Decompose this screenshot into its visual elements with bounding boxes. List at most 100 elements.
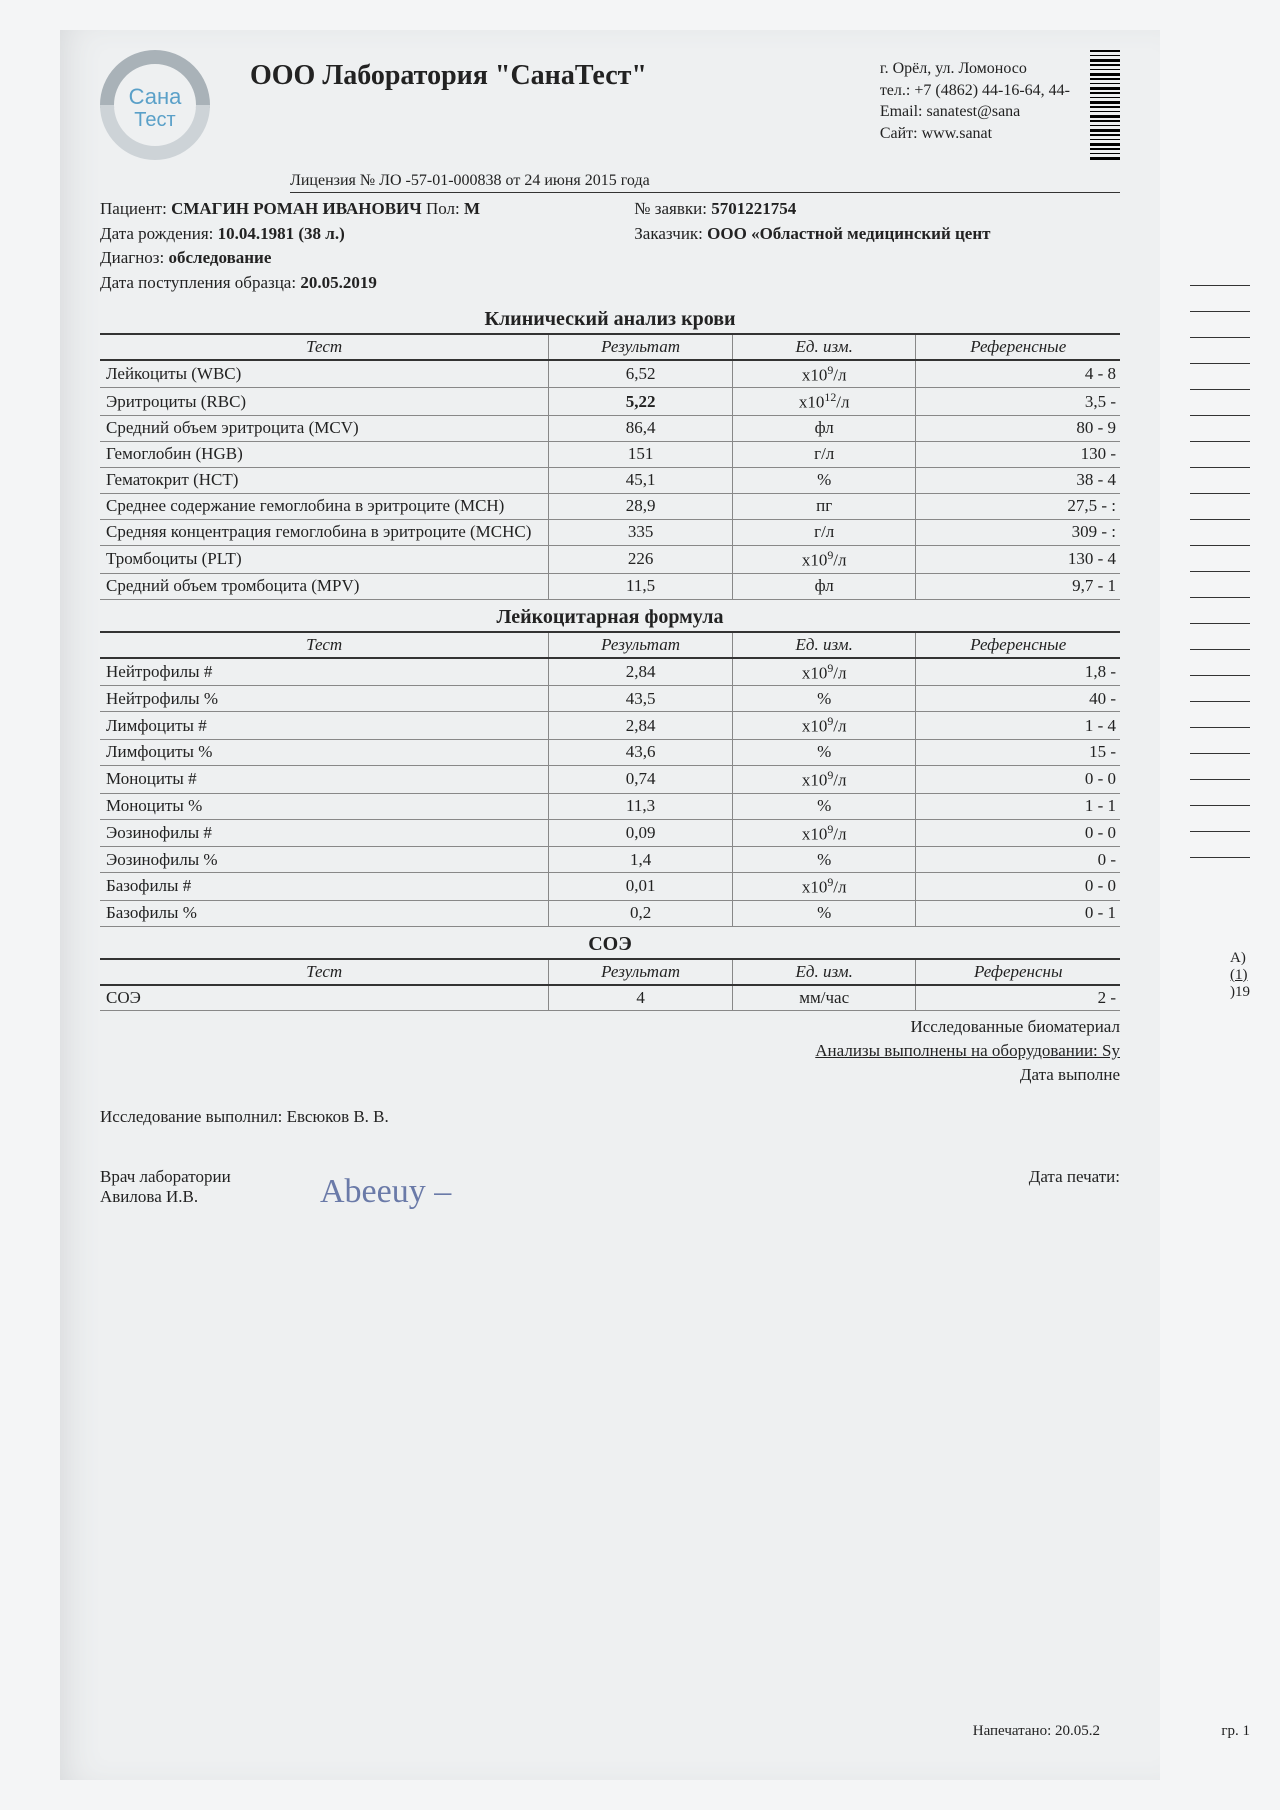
patient-label: Пациент: (100, 199, 171, 218)
contact-phone: тел.: +7 (4862) 44-16-64, 44- (880, 80, 1070, 102)
test-ref: 27,5 - : (916, 493, 1120, 519)
table-row: Гематокрит (HCT)45,1%38 - 4 (100, 467, 1120, 493)
table-row: Лейкоциты (WBC)6,52x109/л4 - 8 (100, 360, 1120, 388)
signature: Abeeuy – (320, 1173, 451, 1211)
side-tick-marks (1190, 260, 1250, 858)
col-result: Результат (549, 335, 733, 360)
table-row: Эритроциты (RBC)5,22x1012/л3,5 - (100, 388, 1120, 416)
test-unit: x109/л (732, 360, 916, 388)
col-result: Результат (549, 633, 733, 658)
test-result: 1,4 (549, 847, 733, 873)
test-unit: г/л (732, 519, 916, 545)
order-label: № заявки: (634, 199, 711, 218)
test-ref: 0 - (916, 847, 1120, 873)
test-ref: 2 - (916, 985, 1120, 1011)
test-name: Гемоглобин (HGB) (100, 441, 549, 467)
test-result: 0,01 (549, 873, 733, 901)
test-unit: % (732, 900, 916, 926)
test-result: 0,2 (549, 900, 733, 926)
test-ref: 80 - 9 (916, 415, 1120, 441)
test-ref: 0 - 0 (916, 765, 1120, 793)
test-name: Базофилы % (100, 900, 549, 926)
svg-text:Тест: Тест (134, 109, 175, 131)
client-value: ООО «Областной медицинский цент (707, 224, 990, 243)
table-row: Гемоглобин (HGB)151г/л130 - (100, 441, 1120, 467)
tail-block: Исследованные биоматериал Анализы выполн… (60, 1011, 1160, 1086)
tail-done-date: Дата выполне (100, 1063, 1120, 1087)
table-row: Средняя концентрация гемоглобина в эритр… (100, 519, 1120, 545)
table-row: Тромбоциты (PLT)226x109/л130 - 4 (100, 545, 1120, 573)
side-page: гр. 1 (1221, 1723, 1250, 1740)
test-name: Эозинофилы % (100, 847, 549, 873)
table-row: Нейтрофилы %43,5%40 - (100, 686, 1120, 712)
test-result: 4 (549, 985, 733, 1011)
test-ref: 1,8 - (916, 658, 1120, 686)
contact-address: г. Орёл, ул. Ломоносо (880, 58, 1070, 80)
performer: Исследование выполнил: Евсюков В. В. (60, 1087, 1160, 1127)
test-ref: 0 - 0 (916, 873, 1120, 901)
test-result: 2,84 (549, 712, 733, 740)
test-result: 45,1 (549, 467, 733, 493)
test-unit: x109/л (732, 712, 916, 740)
side-b: (1) (1230, 967, 1250, 984)
print-date-label: Дата печати: (1029, 1167, 1120, 1211)
test-name: Базофилы # (100, 873, 549, 901)
test-name: СОЭ (100, 985, 549, 1011)
test-ref: 1 - 1 (916, 793, 1120, 819)
test-result: 43,5 (549, 686, 733, 712)
table-row: Нейтрофилы #2,84x109/л1,8 - (100, 658, 1120, 686)
test-unit: x109/л (732, 819, 916, 847)
test-result: 335 (549, 519, 733, 545)
col-unit: Ед. изм. (732, 633, 916, 658)
test-name: Средняя концентрация гемоглобина в эритр… (100, 519, 549, 545)
table-row: Базофилы #0,01x109/л0 - 0 (100, 873, 1120, 901)
test-result: 226 (549, 545, 733, 573)
side-a: A) (1230, 950, 1250, 967)
table-row: Базофилы %0,2%0 - 1 (100, 900, 1120, 926)
test-unit: x109/л (732, 873, 916, 901)
header: Сана Тест ООО Лаборатория "СанаТест" г. … (60, 50, 1160, 160)
section2-title: Лейкоцитарная формула (100, 606, 1120, 633)
test-unit: % (732, 847, 916, 873)
barcode (1090, 50, 1120, 160)
test-name: Лимфоциты # (100, 712, 549, 740)
test-ref: 1 - 4 (916, 712, 1120, 740)
col-test: Тест (100, 335, 549, 360)
section1-title: Клинический анализ крови (100, 308, 1120, 335)
svg-text:Сана: Сана (129, 84, 183, 109)
table-row: Моноциты %11,3%1 - 1 (100, 793, 1120, 819)
test-ref: 38 - 4 (916, 467, 1120, 493)
test-unit: x109/л (732, 658, 916, 686)
section2-table: Тест Результат Ед. изм. Референсные Нейт… (100, 633, 1120, 927)
recv-value: 20.05.2019 (300, 273, 377, 292)
col-unit: Ед. изм. (732, 335, 916, 360)
col-ref: Референсные (916, 335, 1120, 360)
test-name: Среднее содержание гемоглобина в эритроц… (100, 493, 549, 519)
test-ref: 3,5 - (916, 388, 1120, 416)
table-row: Средний объем тромбоцита (MPV)11,5фл9,7 … (100, 573, 1120, 599)
lab-logo: Сана Тест (100, 50, 210, 160)
test-result: 6,52 (549, 360, 733, 388)
table-row: Эозинофилы %1,4%0 - (100, 847, 1120, 873)
table-row: Моноциты #0,74x109/л0 - 0 (100, 765, 1120, 793)
printed-on: Напечатано: 20.05.2 (973, 1723, 1100, 1740)
tail-biomaterial: Исследованные биоматериал (100, 1015, 1120, 1039)
test-ref: 0 - 1 (916, 900, 1120, 926)
test-unit: фл (732, 415, 916, 441)
test-unit: % (732, 793, 916, 819)
test-unit: x109/л (732, 765, 916, 793)
lab-title: ООО Лаборатория "СанаТест" (250, 60, 820, 92)
test-result: 2,84 (549, 658, 733, 686)
diag-value: обследование (169, 248, 272, 267)
col-ref: Референсны (916, 960, 1120, 985)
test-ref: 130 - 4 (916, 545, 1120, 573)
test-result: 11,5 (549, 573, 733, 599)
test-name: Лейкоциты (WBC) (100, 360, 549, 388)
test-name: Гематокрит (HCT) (100, 467, 549, 493)
test-result: 5,22 (549, 388, 733, 416)
diag-label: Диагноз: (100, 248, 169, 267)
table-row: Лимфоциты %43,6%15 - (100, 739, 1120, 765)
test-unit: x109/л (732, 545, 916, 573)
test-ref: 4 - 8 (916, 360, 1120, 388)
contact-site: Сайт: www.sanat (880, 123, 1070, 145)
